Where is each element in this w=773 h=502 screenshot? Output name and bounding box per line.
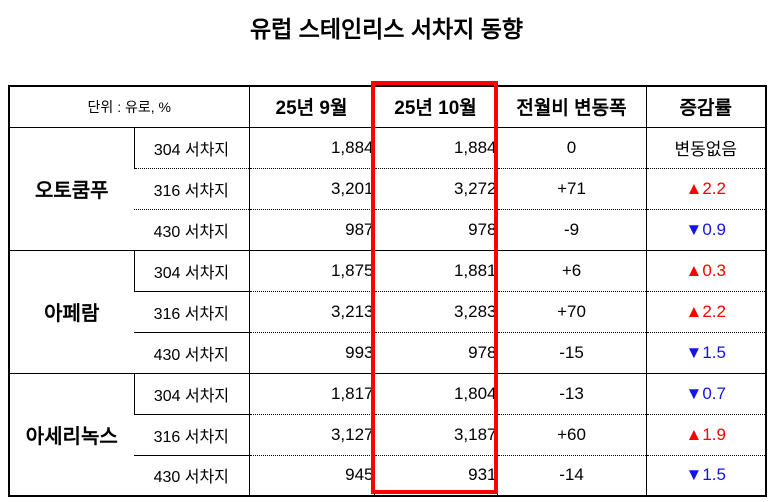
company-label: 아세리녹스 [9, 372, 134, 496]
table-row: 430 서차지 945 931 -14 ▼1.5 [9, 454, 767, 496]
item-label: 304 서차지 [133, 372, 250, 414]
mom-diff: -13 [496, 372, 647, 414]
column-header-sep: 25년 9월 [248, 86, 375, 128]
value-m10: 3,187 [373, 413, 498, 455]
table-row: 아페람 304 서차지 1,875 1,881 +6 ▲0.3 [9, 249, 767, 373]
value-m10: 3,272 [373, 167, 498, 209]
header-row: 단위 : 유로, % 25년 9월 25년 10월 전월비 변동폭 증감률 [9, 86, 767, 128]
mom-diff: +71 [496, 167, 647, 209]
value-m09: 1,875 [248, 249, 375, 291]
mom-diff: -9 [496, 208, 647, 250]
value-m10: 3,283 [373, 290, 498, 332]
value-m10: 1,804 [373, 372, 498, 414]
change-rate: ▼0.9 [645, 208, 767, 250]
value-m10: 978 [373, 331, 498, 373]
value-m10: 1,881 [373, 249, 498, 291]
change-rate: ▲0.3 [645, 249, 767, 291]
item-label: 304 서차지 [133, 249, 250, 291]
mom-diff: +70 [496, 290, 647, 332]
mom-diff: 0 [496, 127, 647, 168]
value-m09: 3,201 [248, 167, 375, 209]
value-m09: 987 [248, 208, 375, 250]
table-row: 430 서차지 993 978 -15 ▼1.5 [9, 331, 767, 373]
value-m09: 3,213 [248, 290, 375, 332]
column-header-oct-highlighted: 25년 10월 [373, 86, 498, 128]
column-header-mom-diff: 전월비 변동폭 [496, 86, 647, 128]
item-label: 430 서차지 [134, 454, 250, 496]
value-m09: 1,884 [248, 127, 375, 168]
surcharge-table: 단위 : 유로, % 25년 9월 25년 10월 전월비 변동폭 증감률 오토… [8, 85, 768, 497]
company-label: 아페람 [9, 249, 134, 373]
table-row: 316 서차지 3,127 3,187 +60 ▲1.9 [9, 413, 767, 455]
item-label: 430 서차지 [134, 331, 250, 373]
table-row: 아세리녹스 304 서차지 1,817 1,804 -13 ▼0.7 [9, 372, 767, 496]
company-label: 오토쿰푸 [34, 180, 109, 202]
change-rate: ▲2.2 [645, 167, 767, 209]
column-header-change-rate: 증감률 [645, 86, 767, 128]
value-m10: 931 [373, 454, 498, 496]
table-row: 316 서차지 3,213 3,283 +70 ▲2.2 [9, 290, 767, 332]
change-rate: ▼1.5 [645, 331, 767, 373]
change-rate: ▼0.7 [645, 372, 767, 414]
mom-diff: +6 [496, 249, 647, 291]
change-rate: 변동없음 [645, 127, 767, 168]
table-row: 430 서차지 987 978 -9 ▼0.9 [9, 208, 767, 250]
mom-diff: -14 [496, 454, 647, 496]
value-m10: 1,884 [373, 127, 498, 168]
item-label: 304 서차지 [133, 127, 250, 168]
unit-label: 단위 : 유로, % [9, 86, 250, 128]
mom-diff: -15 [496, 331, 647, 373]
item-label: 316 서차지 [134, 167, 250, 209]
value-m09: 1,817 [248, 372, 375, 414]
value-m09: 3,127 [248, 413, 375, 455]
table-row: 316 서차지 3,201 3,272 +71 ▲2.2 [9, 167, 767, 209]
item-label: 316 서차지 [134, 413, 250, 455]
change-rate: ▲1.9 [645, 413, 767, 455]
table-row: 오토쿰푸 304 서차지 1,884 1,884 0 변동없음 [9, 127, 767, 202]
mom-diff: +60 [496, 413, 647, 455]
page-title: 유럽 스테인리스 서차지 동향 [249, 16, 524, 42]
change-rate: ▲2.2 [645, 290, 767, 332]
value-m09: 945 [248, 454, 375, 496]
change-rate: ▼1.5 [645, 454, 767, 496]
value-m10: 978 [373, 208, 498, 250]
value-m09: 993 [248, 331, 375, 373]
item-label: 430 서차지 [134, 208, 250, 250]
item-label: 316 서차지 [134, 290, 250, 332]
